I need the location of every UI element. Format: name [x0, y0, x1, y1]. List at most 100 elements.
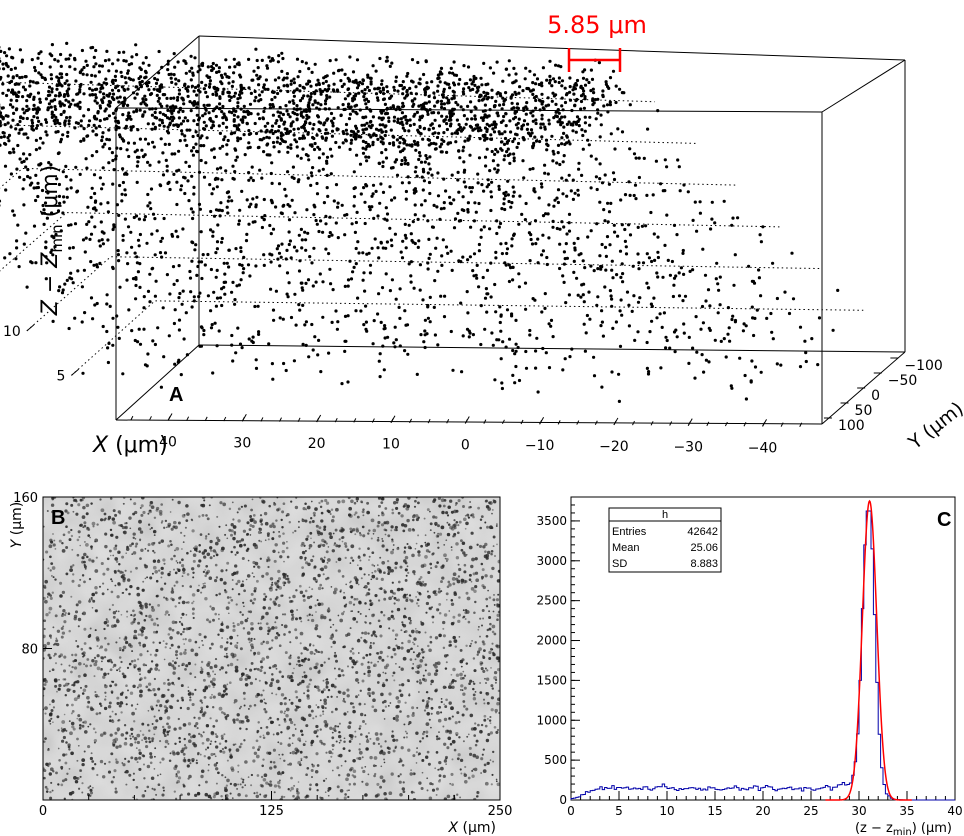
data-point [69, 102, 73, 106]
data-point [392, 341, 396, 345]
data-point [535, 77, 540, 81]
data-point [547, 118, 551, 122]
data-point [15, 246, 19, 250]
data-point [604, 80, 608, 84]
data-point [192, 146, 196, 150]
data-point [201, 253, 205, 257]
data-point [79, 82, 83, 87]
data-point [442, 102, 446, 106]
data-point [440, 263, 444, 267]
data-point [354, 110, 358, 114]
data-point [390, 244, 394, 248]
data-point [283, 187, 287, 191]
data-point [384, 130, 388, 134]
x-minor-tick [353, 418, 357, 423]
data-point [615, 273, 619, 277]
data-point [583, 121, 588, 125]
data-point [389, 128, 393, 132]
particle [361, 679, 365, 683]
particle [216, 536, 219, 540]
data-point [101, 242, 105, 246]
panel-a-box-frame [115, 35, 906, 425]
data-point [82, 127, 86, 131]
data-point [458, 77, 462, 82]
data-point [498, 320, 502, 325]
data-point [546, 172, 550, 176]
data-point [810, 337, 814, 341]
particle [361, 631, 364, 635]
data-point [574, 81, 578, 86]
data-point [560, 176, 564, 180]
data-point [44, 240, 48, 244]
data-point [32, 186, 36, 190]
data-point [440, 102, 444, 106]
data-point [456, 128, 460, 132]
data-point [192, 299, 196, 303]
data-point [298, 99, 303, 103]
data-point [104, 107, 108, 111]
particle [70, 712, 73, 715]
data-point [126, 225, 131, 229]
data-point [317, 120, 321, 124]
data-point [389, 238, 393, 242]
data-point [344, 128, 348, 132]
data-point [427, 180, 432, 185]
data-point [332, 89, 336, 93]
data-point [385, 107, 389, 111]
data-point [284, 368, 288, 373]
data-point [172, 123, 176, 127]
data-point [145, 103, 149, 107]
panel-a-y-axis-title: Y (μm) [904, 398, 964, 455]
particle [265, 655, 270, 659]
data-point [592, 355, 596, 359]
data-point [668, 346, 672, 350]
data-point [73, 58, 77, 62]
data-point [483, 327, 487, 331]
data-point [174, 77, 178, 81]
particle [268, 666, 272, 670]
data-point [251, 178, 255, 183]
data-point [744, 324, 748, 328]
scale-bar-annotation: 5.85 μm [547, 11, 647, 72]
data-point [632, 152, 637, 156]
data-point [232, 71, 236, 75]
data-point [619, 275, 623, 279]
data-point [501, 96, 505, 100]
particle [490, 549, 494, 553]
particle [487, 732, 491, 737]
data-point [100, 135, 104, 139]
data-point [12, 150, 16, 154]
particle [383, 718, 386, 720]
data-point [212, 85, 216, 90]
data-point [390, 61, 394, 65]
data-point [239, 278, 243, 282]
particle [51, 566, 56, 570]
data-point [192, 295, 196, 299]
particle [310, 709, 314, 713]
data-point [407, 129, 411, 133]
particle [442, 627, 445, 630]
data-point [479, 235, 483, 239]
data-point [49, 77, 54, 81]
data-point [90, 186, 94, 190]
data-point [576, 236, 580, 241]
data-point [398, 316, 402, 320]
data-point [220, 209, 224, 213]
data-point [534, 349, 538, 353]
data-point [196, 264, 200, 269]
data-point [483, 126, 488, 130]
data-point [363, 200, 367, 204]
data-point [121, 167, 125, 171]
data-point [253, 99, 257, 103]
data-point [268, 223, 272, 228]
data-point [118, 183, 122, 188]
data-point [608, 100, 612, 104]
data-point [254, 358, 258, 362]
data-point [218, 146, 222, 150]
data-point [304, 61, 308, 65]
data-point [35, 116, 40, 120]
particle [224, 671, 228, 674]
data-point [165, 169, 169, 173]
particle [490, 552, 493, 556]
data-point [376, 312, 380, 316]
